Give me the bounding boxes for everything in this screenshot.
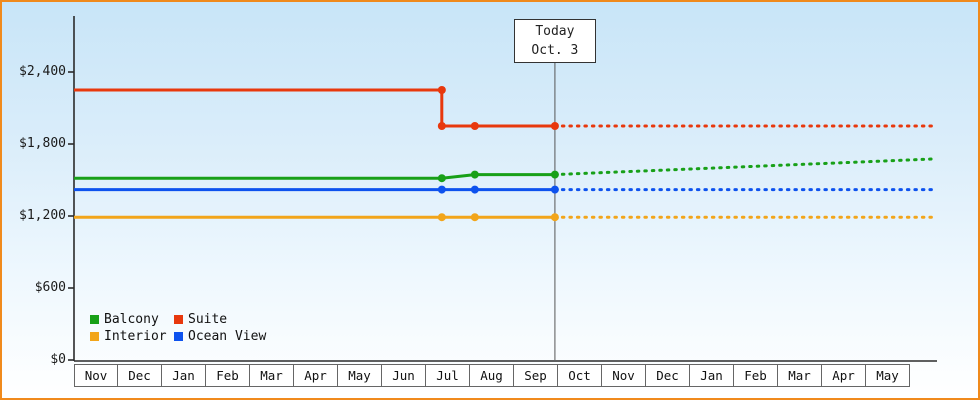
series-marker-suite xyxy=(437,122,446,130)
month-cell: Feb xyxy=(734,364,778,387)
month-cell: Dec xyxy=(646,364,690,387)
legend-item-interior: Interior xyxy=(90,329,174,344)
today-label: Today xyxy=(535,24,575,39)
legend-label: Balcony xyxy=(104,312,159,327)
month-cell: May xyxy=(338,364,382,387)
series-line-suite xyxy=(74,88,555,128)
legend-swatch xyxy=(174,315,183,324)
series-marker-balcony xyxy=(550,170,559,179)
month-cell: Sep xyxy=(514,364,558,387)
legend-label: Suite xyxy=(188,312,228,327)
legend: Balcony Suite Interior Ocean View xyxy=(90,312,266,344)
month-cell: Apr xyxy=(294,364,338,387)
month-cell: Nov xyxy=(602,364,646,387)
y-tick-label: $0 xyxy=(50,352,66,367)
month-cell: Oct xyxy=(558,364,602,387)
month-cell: Mar xyxy=(250,364,294,387)
month-cell: May xyxy=(866,364,910,387)
series-marker-ocean-view xyxy=(437,185,446,194)
month-axis: Nov Dec Jan Feb Mar Apr May Jun Jul Aug Sep Oct Nov D… xyxy=(74,364,910,387)
series-marker-balcony xyxy=(437,174,446,183)
y-tick-label: $600 xyxy=(34,280,66,295)
series-marker-interior xyxy=(550,213,559,222)
legend-item-balcony: Balcony xyxy=(90,312,174,327)
month-cell: Mar xyxy=(778,364,822,387)
legend-swatch xyxy=(174,332,183,341)
today-box: Today Oct. 3 xyxy=(513,19,596,63)
series-marker-interior xyxy=(470,213,479,222)
legend-swatch xyxy=(90,332,99,341)
legend-swatch xyxy=(90,315,99,324)
month-cell: Jan xyxy=(162,364,206,387)
legend-label: Interior xyxy=(104,329,167,344)
series-forecast-balcony xyxy=(553,157,934,177)
series-marker-balcony xyxy=(470,170,479,179)
series-marker-ocean-view xyxy=(550,185,559,194)
series-marker-suite xyxy=(437,86,446,94)
y-tick-label: $2,400 xyxy=(19,64,66,79)
today-date: Oct. 3 xyxy=(531,43,579,58)
month-cell: Dec xyxy=(118,364,162,387)
y-tick-label: $1,200 xyxy=(19,208,66,223)
series-marker-suite xyxy=(470,122,479,130)
month-cell: Feb xyxy=(206,364,250,387)
month-cell: Jun xyxy=(382,364,426,387)
legend-item-suite: Suite xyxy=(174,312,266,327)
series-marker-suite xyxy=(550,122,559,130)
series-marker-ocean-view xyxy=(470,185,479,194)
series-marker-interior xyxy=(437,213,446,222)
month-cell: Apr xyxy=(822,364,866,387)
month-cell: Jan xyxy=(690,364,734,387)
month-cell: Aug xyxy=(470,364,514,387)
month-cell: Nov xyxy=(74,364,118,387)
month-cell: Jul xyxy=(426,364,470,387)
legend-item-ocean-view: Ocean View xyxy=(174,329,266,344)
y-tick-label: $1,800 xyxy=(19,136,66,151)
series-line-balcony xyxy=(74,173,555,180)
legend-label: Ocean View xyxy=(188,329,267,344)
